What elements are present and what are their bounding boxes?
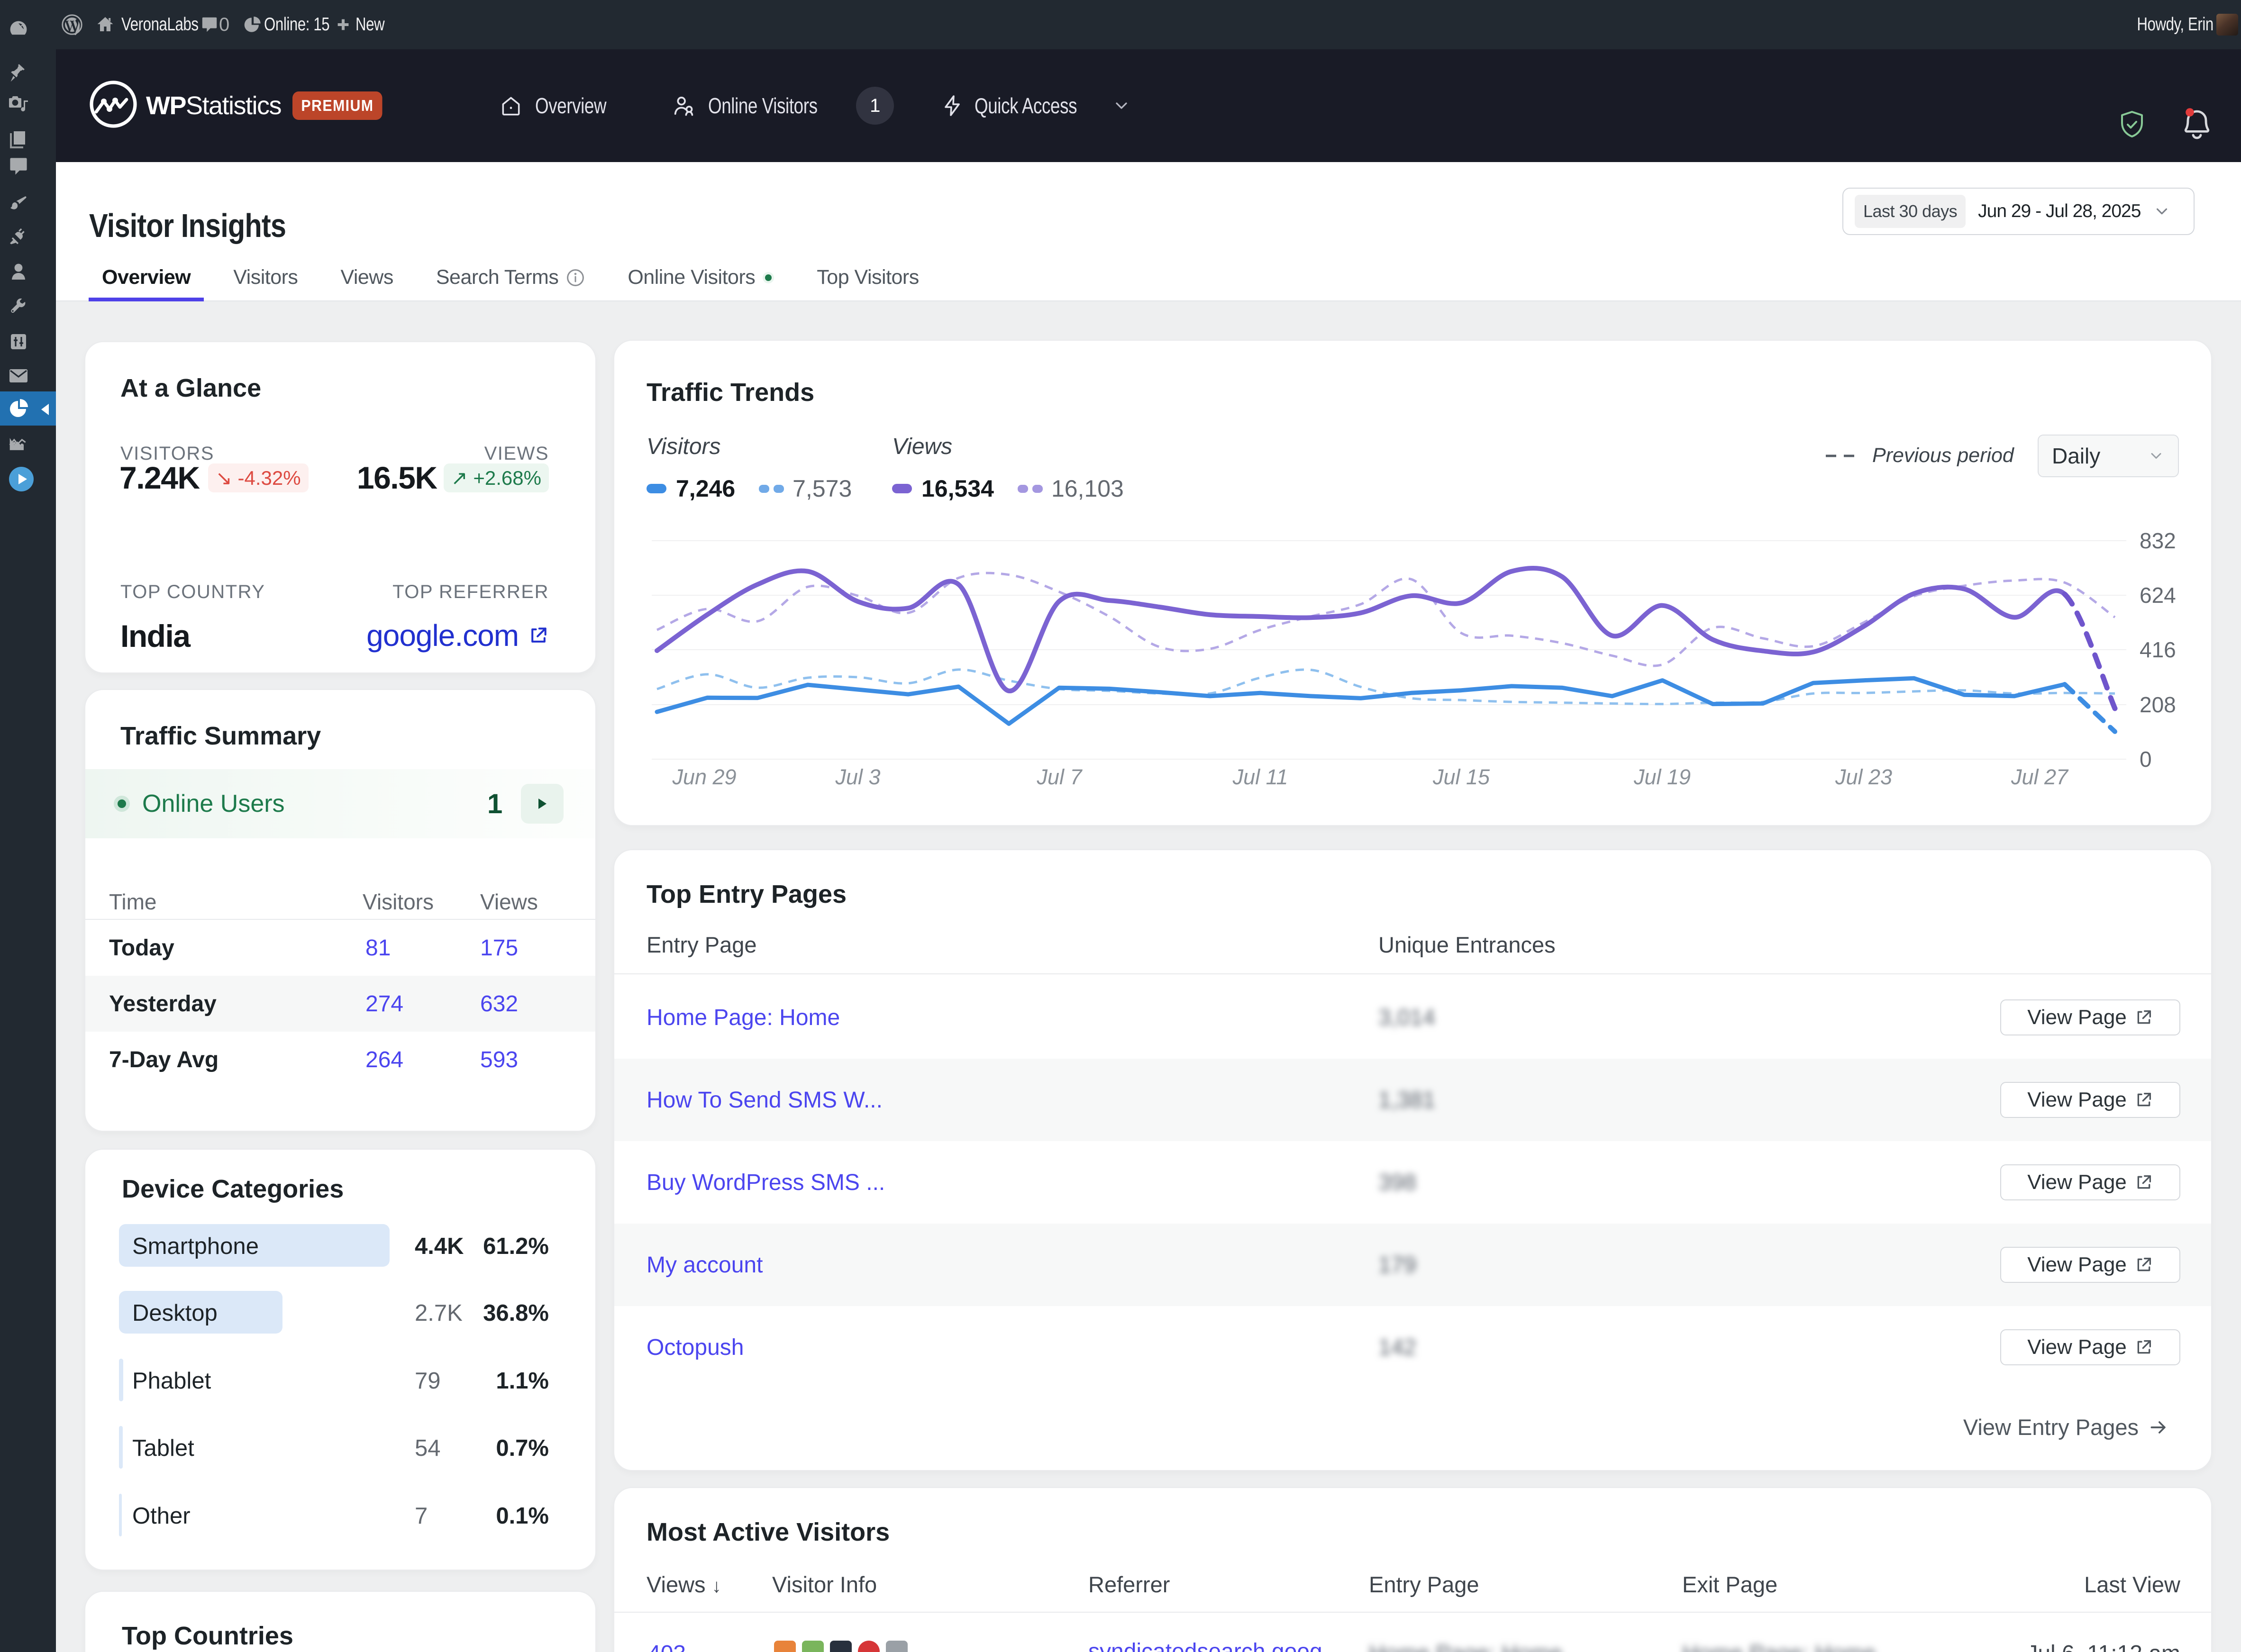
- svg-text:624: 624: [2140, 583, 2176, 608]
- svg-text:Jul 19: Jul 19: [1633, 765, 1691, 789]
- svg-text:Jul 15: Jul 15: [1432, 765, 1490, 789]
- svg-text:Jun 29: Jun 29: [672, 765, 736, 789]
- svg-text:Jul 3: Jul 3: [835, 765, 880, 789]
- svg-text:416: 416: [2140, 637, 2176, 662]
- svg-text:Jul 23: Jul 23: [1835, 765, 1892, 789]
- svg-text:Jul 11: Jul 11: [1232, 765, 1288, 789]
- svg-text:0: 0: [2140, 747, 2152, 772]
- svg-text:208: 208: [2140, 692, 2176, 717]
- svg-text:Jul 7: Jul 7: [1036, 765, 1083, 789]
- svg-text:832: 832: [2140, 528, 2176, 553]
- svg-text:Jul 27: Jul 27: [2011, 765, 2069, 789]
